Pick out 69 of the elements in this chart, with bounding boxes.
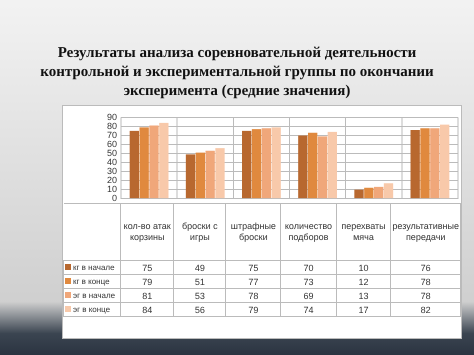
bar xyxy=(130,130,140,198)
data-label: 74 xyxy=(280,302,336,316)
bar xyxy=(430,128,440,198)
bar xyxy=(374,186,384,198)
data-label: 73 xyxy=(280,274,336,288)
y-tick-label: 90 xyxy=(106,112,117,122)
chart-title: Результаты анализа соревновательной деятельности контрольной и экспериментальной группы по окончании эксперимента (средние значения) xyxy=(40,44,434,101)
y-tick-label: 10 xyxy=(106,184,117,194)
bar xyxy=(149,126,159,198)
bar xyxy=(384,183,394,198)
bar xyxy=(140,127,149,198)
bar xyxy=(262,128,271,198)
data-label: 78 xyxy=(390,274,460,288)
data-label: 51 xyxy=(174,274,226,288)
bar xyxy=(410,130,420,198)
data-label: 79 xyxy=(226,302,281,316)
bar xyxy=(196,152,206,198)
bar xyxy=(242,130,252,198)
x-tick-label: количество подборов xyxy=(280,204,336,260)
data-label: 12 xyxy=(336,274,391,288)
data-label: 75 xyxy=(226,260,281,274)
y-tick-label: 0 xyxy=(112,193,117,204)
y-tick-label: 20 xyxy=(106,175,117,186)
data-label: 81 xyxy=(120,288,174,302)
data-label: 78 xyxy=(390,288,460,302)
x-tick-label: перехваты мяча xyxy=(336,204,391,260)
y-tick-label: 80 xyxy=(106,120,117,131)
x-tick-label: броски с игры xyxy=(174,204,226,260)
legend-label: эг в конце xyxy=(64,302,121,316)
bar xyxy=(364,188,374,198)
bar xyxy=(205,150,215,198)
y-tick-label: 30 xyxy=(106,166,117,176)
bar xyxy=(420,128,430,198)
data-label: 78 xyxy=(226,288,281,302)
bar xyxy=(440,124,450,198)
data-label: 13 xyxy=(336,288,391,302)
data-label: 75 xyxy=(120,260,174,274)
bar xyxy=(328,132,337,198)
bar xyxy=(308,132,318,198)
data-label: 77 xyxy=(226,274,281,288)
bar xyxy=(252,129,262,198)
legend-label: кг в начале xyxy=(64,260,121,274)
data-label: 76 xyxy=(390,260,460,274)
data-label: 10 xyxy=(336,260,391,274)
bar xyxy=(298,135,308,198)
y-tick-label: 40 xyxy=(106,156,117,167)
data-label: 53 xyxy=(174,288,226,302)
data-label: 69 xyxy=(280,288,336,302)
bar xyxy=(215,148,225,198)
data-label: 84 xyxy=(120,302,174,316)
bar xyxy=(318,136,328,198)
data-label: 49 xyxy=(174,260,226,274)
x-tick-label: результативные передачи xyxy=(390,204,460,260)
legend-label: эг в начале xyxy=(64,288,121,302)
y-tick-label: 60 xyxy=(106,138,117,149)
data-label: 17 xyxy=(336,302,391,316)
bar xyxy=(271,127,281,198)
bar xyxy=(159,122,168,198)
bar xyxy=(354,190,364,198)
x-tick-label: кол-во атак корзины xyxy=(120,204,174,260)
data-label: 82 xyxy=(390,302,460,316)
legend-label: кг в конце xyxy=(64,274,121,288)
x-tick-label: штрафные броски xyxy=(226,204,281,260)
data-label: 79 xyxy=(120,274,174,288)
bar xyxy=(186,154,196,198)
y-tick-label: 70 xyxy=(106,130,117,140)
y-tick-label: 50 xyxy=(106,148,117,158)
data-label: 70 xyxy=(280,260,336,274)
data-label: 56 xyxy=(174,302,226,316)
